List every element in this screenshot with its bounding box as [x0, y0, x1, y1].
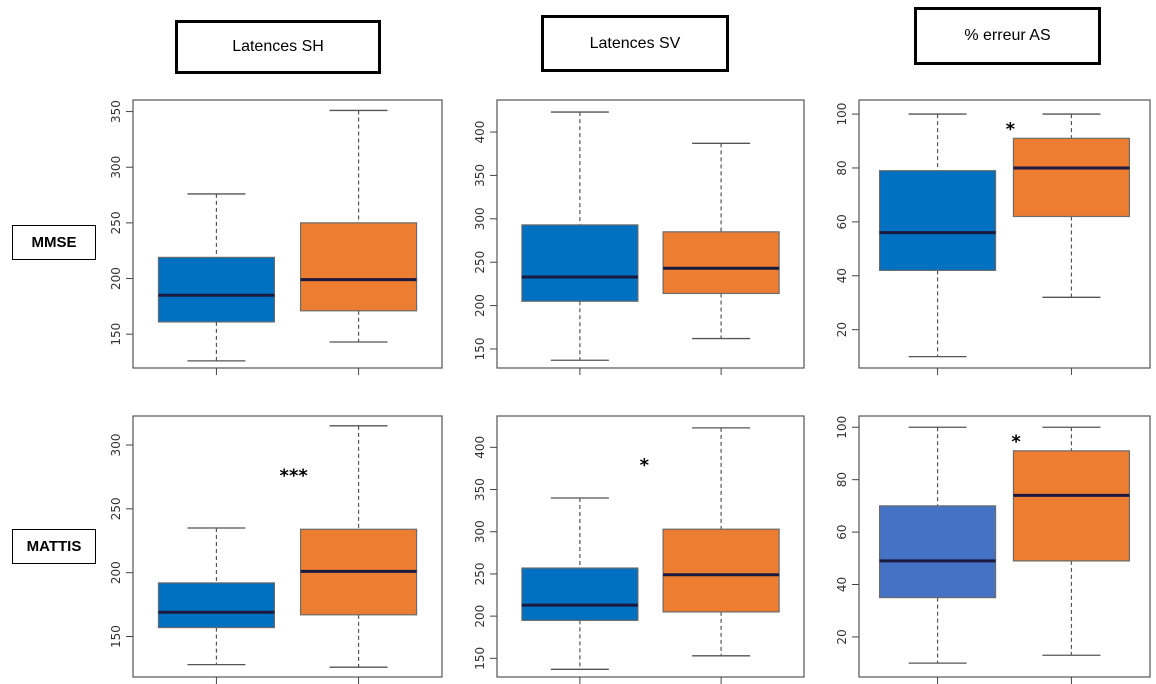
y-tick-label: 60	[835, 524, 849, 539]
y-tick-label: 250	[473, 251, 487, 274]
y-tick-label: 350	[473, 478, 487, 501]
y-tick-label: 80	[835, 160, 849, 175]
box-group2	[662, 231, 780, 295]
y-tick-label: 150	[473, 647, 487, 670]
y-tick-label: 200	[473, 605, 487, 628]
panel-mmse-1: 150 200 250 300 350 400	[473, 99, 805, 375]
box-group2	[1012, 137, 1131, 218]
y-tick-label: 250	[473, 562, 487, 585]
y-tick-label: 20	[835, 629, 849, 644]
box-group1	[878, 505, 997, 599]
box-group1	[878, 170, 997, 271]
y-tick-label: 300	[109, 434, 123, 457]
y-tick-label: 250	[109, 211, 123, 234]
plot-frame	[496, 99, 805, 369]
row-label-mmse: MMSE	[12, 225, 96, 260]
y-tick-label: 150	[473, 338, 487, 361]
row-label-text: MATTIS	[26, 538, 82, 555]
column-header-latences-sh: Latences SH	[175, 20, 381, 74]
plot-frame	[858, 415, 1151, 678]
y-tick-label: 150	[109, 323, 123, 346]
panel-mmse-0: 150 200 250 300 350	[109, 99, 443, 375]
significance-marker: *	[1006, 119, 1016, 140]
plot-frame	[496, 415, 805, 678]
y-tick-label: 400	[473, 436, 487, 459]
significance-marker: *	[1011, 431, 1021, 452]
y-tick-label: 250	[109, 497, 123, 520]
box-group2	[662, 528, 780, 613]
box-group1	[521, 224, 639, 302]
y-tick-label: 200	[473, 294, 487, 317]
y-tick-label: 150	[109, 625, 123, 648]
y-tick-label: 200	[109, 267, 123, 290]
y-tick-label: 40	[835, 577, 849, 592]
plot-frame	[858, 99, 1151, 369]
y-tick-label: 100	[835, 103, 849, 126]
y-tick-label: 300	[473, 520, 487, 543]
y-tick-label: 200	[109, 561, 123, 584]
y-tick-label: 80	[835, 472, 849, 487]
column-header-label: % erreur AS	[964, 27, 1051, 44]
plot-frame	[132, 415, 443, 678]
panel-mattis-0: 150 200 250 300 ***	[109, 415, 443, 684]
y-tick-label: 20	[835, 322, 849, 337]
significance-marker: *	[640, 455, 650, 476]
y-tick-label: 60	[835, 214, 849, 229]
y-tick-label: 350	[473, 164, 487, 187]
box-group1	[521, 567, 639, 621]
row-label-mattis: MATTIS	[12, 529, 96, 564]
y-tick-label: 300	[473, 207, 487, 230]
column-header-erreur-as: % erreur AS	[914, 7, 1101, 65]
column-header-latences-sv: Latences SV	[541, 15, 729, 72]
panel-mmse-2: 20 40 60 80 100 *	[835, 99, 1151, 375]
y-tick-label: 300	[109, 156, 123, 179]
y-tick-label: 350	[109, 100, 123, 123]
box-group2	[1012, 450, 1131, 562]
plot-frame	[132, 99, 443, 369]
row-label-text: MMSE	[31, 234, 77, 251]
box-group2	[299, 222, 418, 312]
column-header-label: Latences SV	[589, 34, 681, 52]
column-header-label: Latences SH	[232, 38, 324, 55]
y-tick-label: 400	[473, 121, 487, 144]
y-tick-label: 100	[835, 416, 849, 439]
significance-marker: ***	[280, 465, 309, 486]
panel-mattis-1: 150 200 250 300 350 400 *	[473, 415, 805, 684]
panel-mattis-2: 20 40 60 80 100 *	[835, 415, 1151, 684]
box-group1	[157, 582, 276, 629]
box-group1	[157, 256, 276, 323]
y-tick-label: 40	[835, 268, 849, 283]
